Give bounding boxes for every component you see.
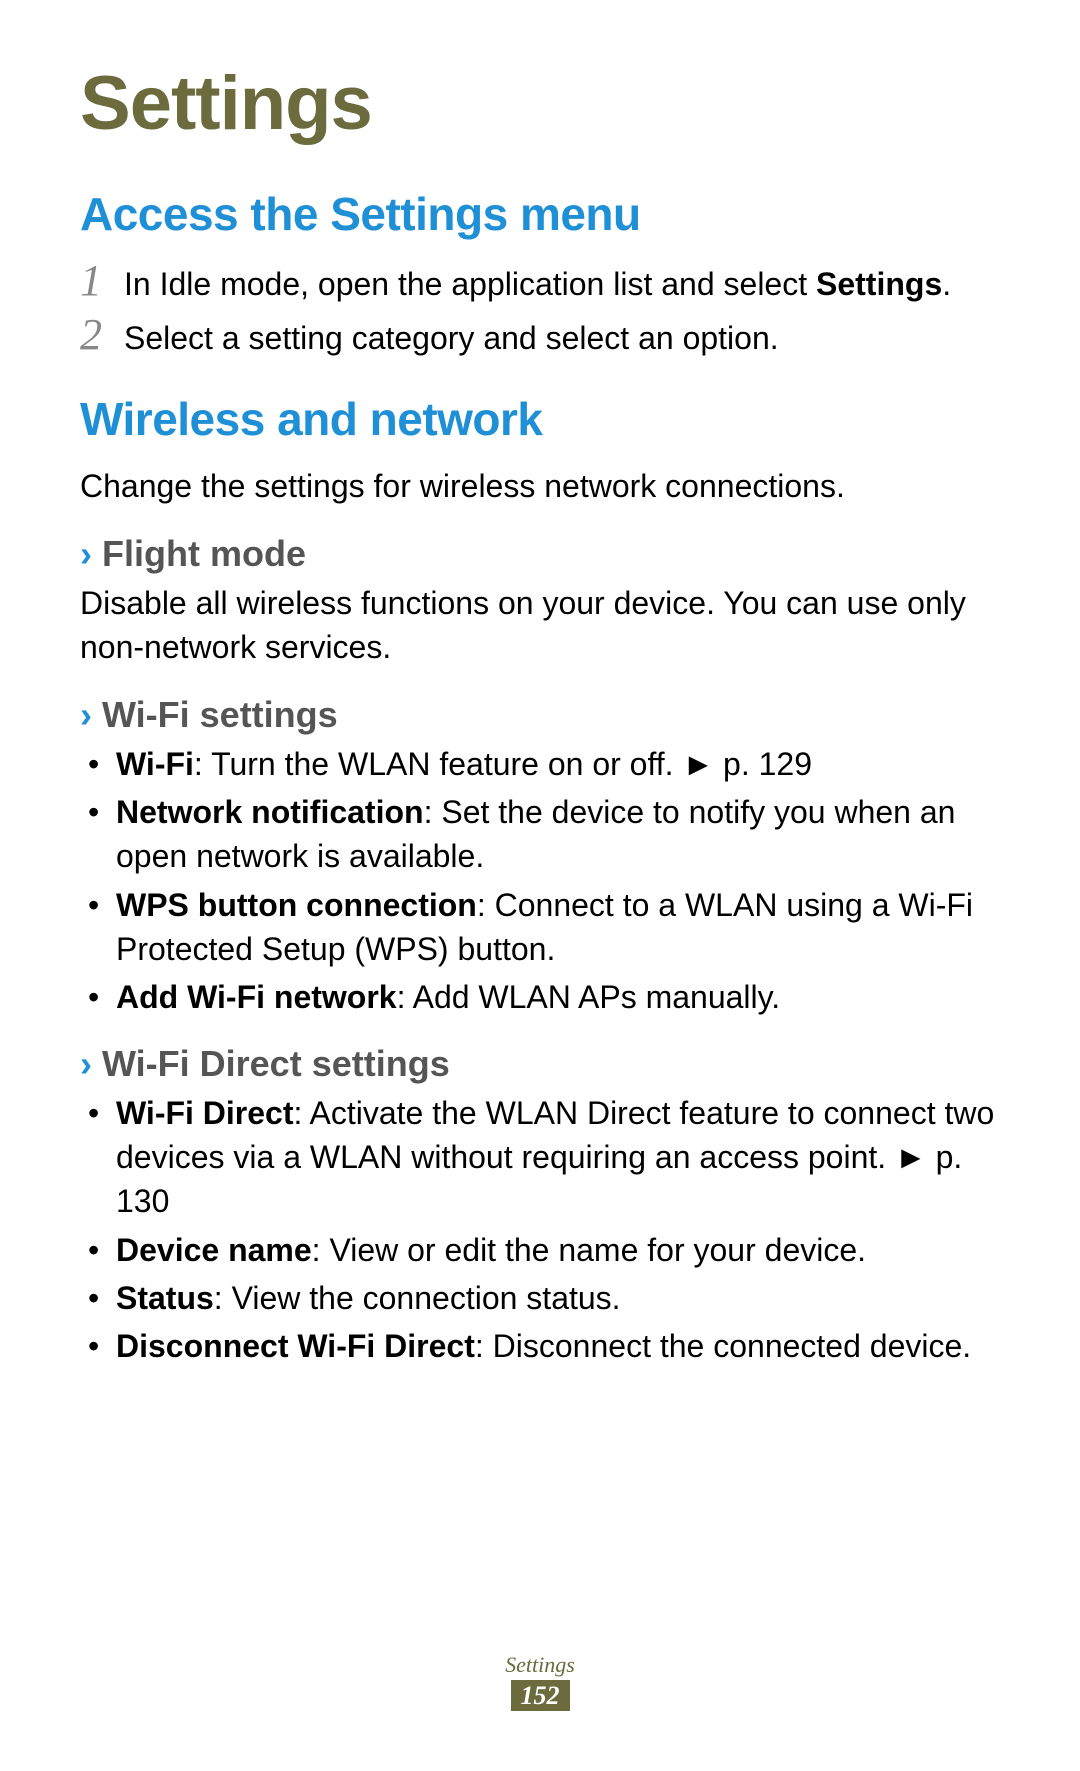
page-footer: Settings 152 [0, 1652, 1080, 1711]
item-bold: Device name [116, 1232, 312, 1268]
list-item: Wi-Fi: Turn the WLAN feature on or off. … [88, 742, 1000, 786]
document-page: Settings Access the Settings menu 1 In I… [0, 0, 1080, 1771]
subheading-label: Wi-Fi settings [102, 694, 338, 736]
item-bold: Wi-Fi [116, 746, 194, 782]
step-text-head: Select a setting category and select an … [124, 320, 779, 356]
list-item: Status: View the connection status. [88, 1276, 1000, 1320]
subheading-wifi-settings: › Wi-Fi settings [80, 694, 1000, 736]
list-item: Device name: View or edit the name for y… [88, 1228, 1000, 1272]
section-intro: Change the settings for wireless network… [80, 464, 1000, 509]
footer-section-label: Settings [0, 1652, 1080, 1678]
item-rest: : Turn the WLAN feature on or off. ► p. … [194, 746, 812, 782]
subheading-flight-mode: › Flight mode [80, 533, 1000, 575]
step-text: In Idle mode, open the application list … [124, 261, 951, 307]
item-rest: : Disconnect the connected device. [475, 1328, 971, 1364]
item-bold: WPS button connection [116, 887, 477, 923]
item-rest: : View or edit the name for your device. [312, 1232, 866, 1268]
subheading-label: Wi-Fi Direct settings [102, 1043, 450, 1085]
section-heading-access: Access the Settings menu [80, 187, 1000, 241]
subheading-wifi-direct: › Wi-Fi Direct settings [80, 1043, 1000, 1085]
step-number: 1 [80, 259, 124, 303]
chevron-icon: › [80, 697, 92, 733]
flight-mode-text: Disable all wireless functions on your d… [80, 581, 1000, 671]
chevron-icon: › [80, 1046, 92, 1082]
step-number: 2 [80, 313, 124, 357]
item-rest: : View the connection status. [214, 1280, 621, 1316]
wifi-settings-list: Wi-Fi: Turn the WLAN feature on or off. … [80, 742, 1000, 1019]
page-title: Settings [80, 60, 1000, 147]
section-heading-wireless: Wireless and network [80, 392, 1000, 446]
chevron-icon: › [80, 536, 92, 572]
list-item: Disconnect Wi-Fi Direct: Disconnect the … [88, 1324, 1000, 1368]
step-text-head: In Idle mode, open the application list … [124, 266, 816, 302]
step-item: 1 In Idle mode, open the application lis… [80, 259, 1000, 307]
item-bold: Disconnect Wi-Fi Direct [116, 1328, 475, 1364]
item-bold: Wi-Fi Direct [116, 1095, 294, 1131]
subheading-label: Flight mode [102, 533, 306, 575]
list-item: Network notification: Set the device to … [88, 790, 1000, 878]
step-text-bold: Settings [816, 266, 942, 302]
item-bold: Add Wi-Fi network [116, 979, 397, 1015]
item-bold: Network notification [116, 794, 424, 830]
page-number: 152 [511, 1680, 570, 1711]
list-item: Add Wi-Fi network: Add WLAN APs manually… [88, 975, 1000, 1019]
step-text: Select a setting category and select an … [124, 315, 779, 361]
step-text-tail: . [942, 266, 951, 302]
item-rest: : Add WLAN APs manually. [397, 979, 781, 1015]
wifi-direct-list: Wi-Fi Direct: Activate the WLAN Direct f… [80, 1091, 1000, 1368]
list-item: WPS button connection: Connect to a WLAN… [88, 883, 1000, 971]
step-item: 2 Select a setting category and select a… [80, 313, 1000, 361]
list-item: Wi-Fi Direct: Activate the WLAN Direct f… [88, 1091, 1000, 1223]
steps-list: 1 In Idle mode, open the application lis… [80, 259, 1000, 362]
item-bold: Status [116, 1280, 214, 1316]
